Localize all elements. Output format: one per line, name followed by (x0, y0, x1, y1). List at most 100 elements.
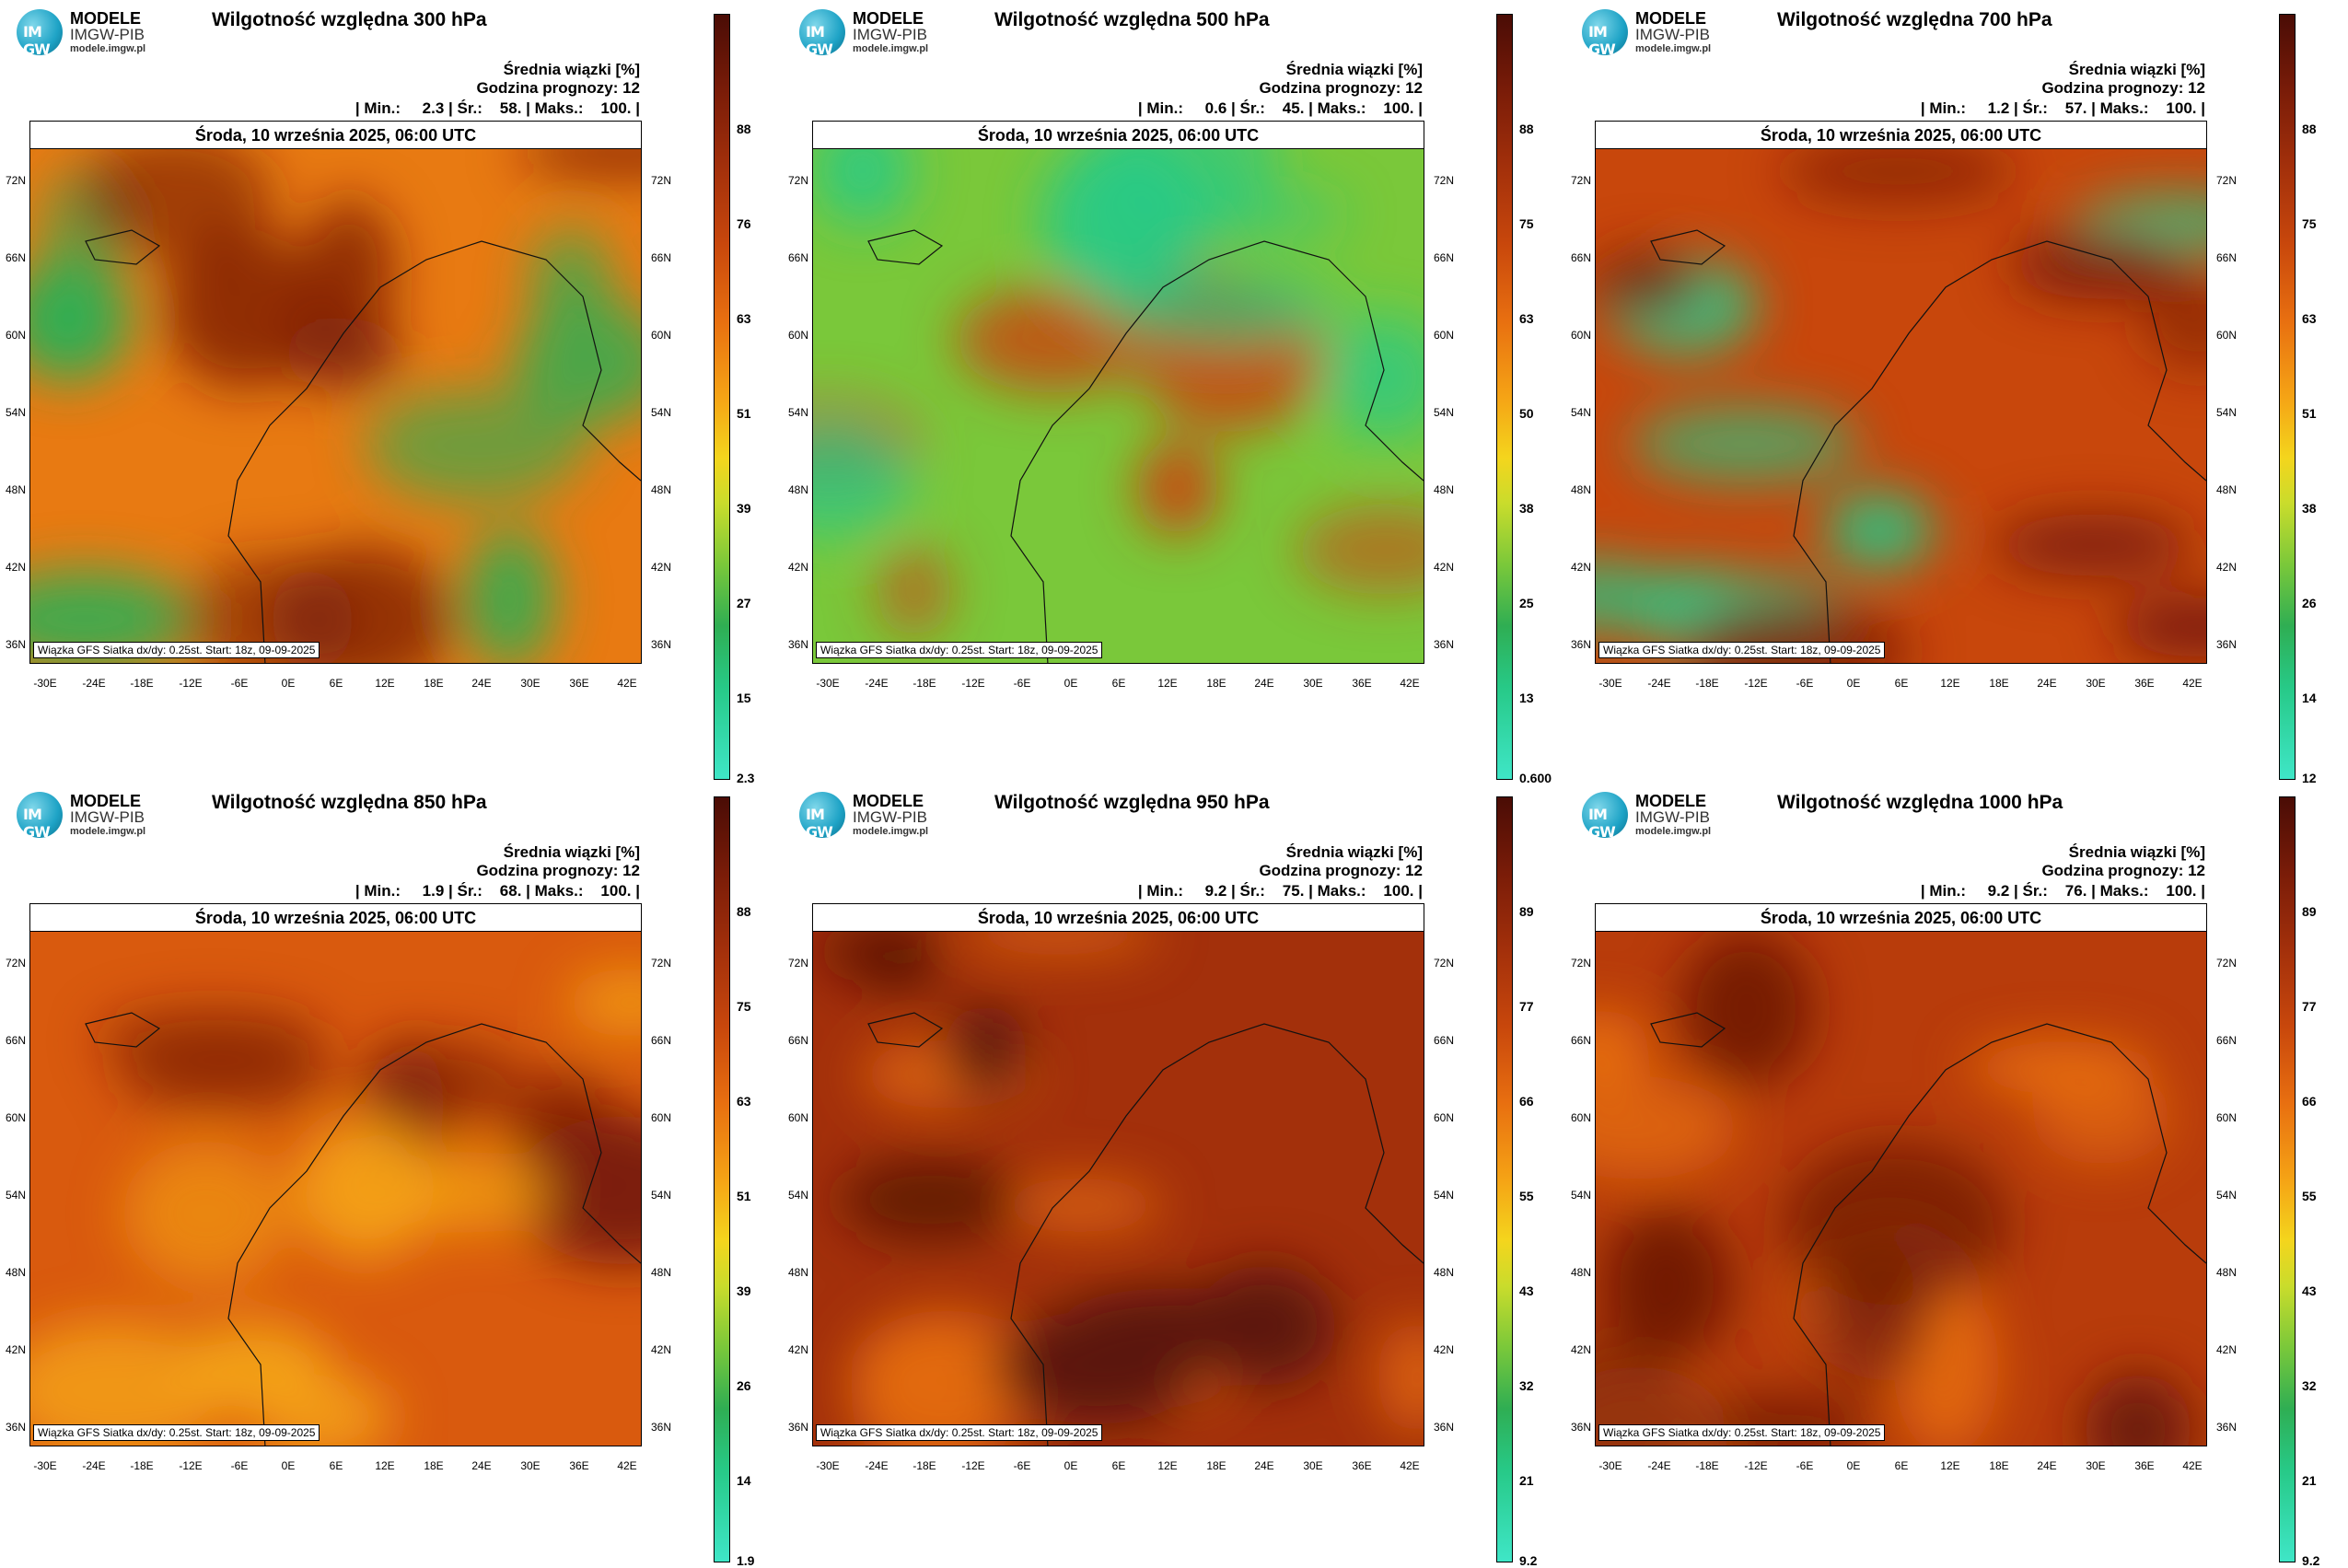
colorbar-tick: 9.2 (1519, 1553, 1538, 1568)
logo-badge-text: IM GW (1588, 806, 1616, 841)
lon-label: -12E (961, 1459, 985, 1472)
mean-label: Średnia wiązki [%] (503, 843, 640, 861)
lat-label: 72N (651, 174, 672, 187)
logo-line2: IMGW-PIB (70, 26, 145, 43)
model-footnote: Wiązka GFS Siatka dx/dy: 0.25st. Start: … (33, 642, 320, 658)
logo-line1: MODELE (1635, 792, 1707, 810)
colorbar-tick: 76 (737, 216, 751, 231)
lat-label: 42N (1434, 561, 1455, 574)
lat-label: 66N (788, 251, 809, 264)
lat-label: 72N (6, 957, 27, 970)
logo-line2: IMGW-PIB (1635, 26, 1710, 43)
lon-label: -18E (1695, 1459, 1719, 1472)
lat-label: 66N (1571, 1034, 1592, 1047)
forecast-hour: Godzina prognozy: 12 (2041, 862, 2205, 879)
colorbar-tick: 43 (1519, 1283, 1534, 1298)
colorbar (714, 796, 730, 1562)
imgw-logo-icon: IM GW (17, 792, 63, 841)
lon-label: -12E (1744, 1459, 1768, 1472)
lon-label: 12E (1940, 677, 1960, 690)
lat-label: 48N (6, 483, 27, 496)
stats-line: | Min.: 2.3 | Śr.: 58. | Maks.: 100. | (355, 99, 640, 117)
lat-label: 60N (1434, 329, 1455, 342)
lat-label: 72N (1434, 174, 1455, 187)
humidity-field (813, 932, 1424, 1446)
lon-label: -12E (179, 1459, 203, 1472)
colorbar-tick: 1.9 (737, 1553, 755, 1568)
lon-label: -6E (1013, 677, 1031, 690)
lat-label: 54N (1434, 406, 1455, 419)
lat-label: 66N (651, 1034, 672, 1047)
lon-label: 24E (471, 1459, 492, 1472)
humidity-field (1596, 149, 2206, 663)
lon-label: 24E (1254, 1459, 1274, 1472)
logo-line1: MODELE (853, 9, 924, 28)
logo-line2: IMGW-PIB (70, 808, 145, 826)
logo-badge-text: IM GW (23, 806, 51, 841)
stats-line: | Min.: 1.2 | Śr.: 57. | Maks.: 100. | (1920, 99, 2205, 117)
colorbar-tick: 32 (1519, 1378, 1534, 1393)
date-bar: Środa, 10 września 2025, 06:00 UTC (812, 121, 1424, 149)
logo-badge-text: IM GW (23, 23, 51, 58)
lon-label: 6E (1894, 677, 1909, 690)
colorbar-tick: 88 (737, 904, 751, 919)
lon-label: -24E (1647, 677, 1671, 690)
lat-label: 36N (6, 1421, 27, 1434)
lon-label: 36E (2134, 1459, 2155, 1472)
forecast-panel: IM GW MODELE IMGW-PIB modele.imgw.pl Wilgotn… (0, 0, 783, 785)
colorbar-tick: 14 (737, 1473, 751, 1488)
lat-label: 60N (6, 1111, 27, 1124)
lat-label: 60N (1434, 1111, 1455, 1124)
forecast-hour: Godzina prognozy: 12 (2041, 79, 2205, 97)
lat-label: 60N (788, 329, 809, 342)
colorbar-tick: 26 (737, 1378, 751, 1393)
colorbar-tick: 75 (2302, 216, 2317, 231)
lat-label: 48N (1571, 1266, 1592, 1279)
colorbar-tick: 12 (2302, 771, 2317, 785)
imgw-logo: IM GW MODELE IMGW-PIB modele.imgw.pl (1582, 9, 1720, 58)
lat-label: 54N (651, 1189, 672, 1202)
lat-label: 60N (2216, 329, 2238, 342)
lon-label: -24E (865, 677, 889, 690)
lon-label: -24E (865, 1459, 889, 1472)
lat-label: 54N (2216, 406, 2238, 419)
lon-label: 18E (1206, 1459, 1226, 1472)
colorbar-tick: 55 (2302, 1189, 2317, 1203)
lon-label: 36E (2134, 677, 2155, 690)
lon-label: 24E (2037, 677, 2057, 690)
stats-line: | Min.: 1.9 | Śr.: 68. | Maks.: 100. | (355, 882, 640, 900)
humidity-field (813, 149, 1424, 663)
lon-label: 30E (2086, 1459, 2106, 1472)
logo-line3: modele.imgw.pl (70, 43, 146, 54)
lon-label: 6E (1111, 1459, 1126, 1472)
lon-label: -30E (816, 677, 840, 690)
forecast-panel: IM GW MODELE IMGW-PIB modele.imgw.pl Wilgotn… (783, 0, 1565, 785)
lon-label: 42E (1400, 1459, 1420, 1472)
lon-label: 42E (1400, 677, 1420, 690)
colorbar-tick: 63 (2302, 311, 2317, 326)
lat-label: 36N (1571, 638, 1592, 651)
coastline (227, 1023, 641, 1446)
lat-label: 36N (788, 638, 809, 651)
lat-label: 60N (788, 1111, 809, 1124)
lat-label: 36N (1434, 638, 1455, 651)
colorbar-tick: 32 (2302, 1378, 2317, 1393)
lon-label: 36E (569, 677, 589, 690)
lat-label: 36N (1434, 1421, 1455, 1434)
lat-label: 66N (2216, 251, 2238, 264)
model-footnote: Wiązka GFS Siatka dx/dy: 0.25st. Start: … (1598, 1424, 1886, 1441)
colorbar-tick: 38 (1519, 501, 1534, 516)
humidity-field (30, 932, 641, 1446)
date-bar: Środa, 10 września 2025, 06:00 UTC (812, 903, 1424, 932)
lon-label: 18E (1989, 1459, 2009, 1472)
panel-title: Wilgotność względna 1000 hPa (1777, 792, 2063, 813)
lat-label: 54N (6, 1189, 27, 1202)
panel-title: Wilgotność względna 500 hPa (994, 9, 1270, 30)
lat-label: 36N (2216, 1421, 2238, 1434)
lon-label: -6E (230, 1459, 249, 1472)
lat-label: 42N (788, 561, 809, 574)
lon-label: 24E (471, 677, 492, 690)
lon-label: -24E (82, 677, 106, 690)
panel-title: Wilgotność względna 300 hPa (212, 9, 487, 30)
lon-label: 42E (617, 1459, 637, 1472)
